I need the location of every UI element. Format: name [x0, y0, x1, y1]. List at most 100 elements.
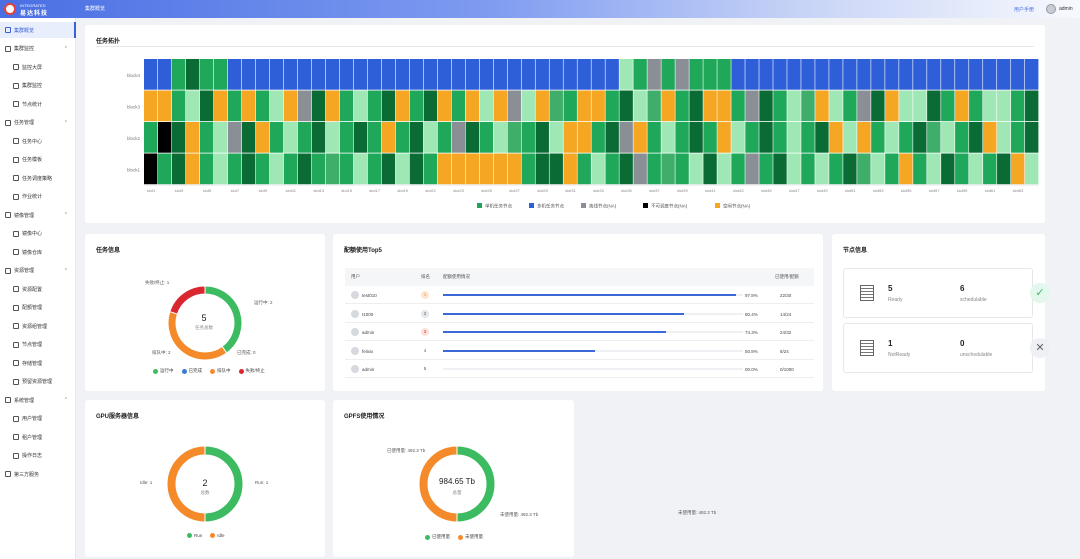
- topology-cell[interactable]: [843, 59, 857, 90]
- topology-cell[interactable]: [843, 153, 857, 185]
- topology-cell[interactable]: [661, 59, 675, 90]
- topology-cell[interactable]: [745, 59, 759, 90]
- topology-cell[interactable]: [381, 90, 396, 122]
- topology-cell[interactable]: [717, 122, 731, 153]
- topology-cell[interactable]: [941, 153, 955, 185]
- topology-cell[interactable]: [941, 90, 955, 122]
- topology-cell[interactable]: [899, 122, 913, 153]
- topology-cell[interactable]: [297, 122, 312, 153]
- topology-cell[interactable]: [899, 90, 913, 122]
- topology-cell[interactable]: [269, 90, 284, 122]
- sidebar-item-5[interactable]: 任务管理 ⌃: [0, 115, 76, 131]
- topology-cell[interactable]: [955, 59, 969, 90]
- topology-cell[interactable]: [507, 59, 521, 90]
- topology-cell[interactable]: [1011, 59, 1025, 90]
- legend-item[interactable]: 已完成: [181, 368, 202, 374]
- topology-cell[interactable]: [269, 122, 284, 153]
- topology-cell[interactable]: [857, 122, 871, 153]
- topology-cell[interactable]: [885, 59, 899, 90]
- legend-item[interactable]: 已使用量: [425, 534, 450, 540]
- topology-cell[interactable]: [255, 153, 270, 185]
- topology-cell[interactable]: [647, 59, 661, 90]
- topology-cell[interactable]: [619, 90, 633, 122]
- topology-cell[interactable]: [381, 59, 396, 90]
- topology-cell[interactable]: [731, 59, 745, 90]
- topology-cell[interactable]: [367, 59, 382, 90]
- topology-cell[interactable]: [941, 122, 955, 153]
- sidebar-item-22[interactable]: 租户管理: [0, 429, 76, 445]
- topology-cell[interactable]: [199, 122, 214, 153]
- topology-cell[interactable]: [325, 90, 340, 122]
- sidebar-item-12[interactable]: 镜像仓库: [0, 244, 76, 260]
- topology-cell[interactable]: [759, 122, 773, 153]
- topology-cell[interactable]: [185, 153, 200, 185]
- topology-cell[interactable]: [535, 153, 549, 185]
- topology-cell[interactable]: [969, 59, 983, 90]
- topology-cell[interactable]: [969, 90, 983, 122]
- topology-cell[interactable]: [339, 153, 354, 185]
- topology-cell[interactable]: [157, 153, 172, 185]
- topology-cell[interactable]: [633, 122, 647, 153]
- topology-cell[interactable]: [843, 122, 857, 153]
- topology-cell[interactable]: [829, 90, 843, 122]
- topology-cell[interactable]: [283, 59, 298, 90]
- topology-cell[interactable]: [689, 90, 703, 122]
- topology-cell[interactable]: [157, 90, 172, 122]
- topology-cell[interactable]: [577, 90, 591, 122]
- topology-cell[interactable]: [969, 153, 983, 185]
- topology-cell[interactable]: [465, 122, 480, 153]
- username[interactable]: admin: [1059, 6, 1073, 12]
- topology-cell[interactable]: [801, 59, 815, 90]
- topology-cell[interactable]: [353, 153, 368, 185]
- topology-cell[interactable]: [185, 122, 200, 153]
- topology-cell[interactable]: [493, 90, 507, 122]
- topology-cell[interactable]: [549, 59, 563, 90]
- topology-cell[interactable]: [213, 90, 228, 122]
- topology-cell[interactable]: [605, 59, 619, 90]
- topology-cell[interactable]: [661, 90, 675, 122]
- topology-cell[interactable]: [703, 122, 717, 153]
- topology-cell[interactable]: [381, 122, 396, 153]
- topology-cell[interactable]: [353, 122, 368, 153]
- topology-cell[interactable]: [703, 90, 717, 122]
- topology-cell[interactable]: [535, 90, 549, 122]
- sidebar-item-2[interactable]: 监控大屏: [0, 59, 76, 75]
- topology-cell[interactable]: [409, 90, 424, 122]
- topology-cell[interactable]: [171, 153, 186, 185]
- sidebar-item-7[interactable]: 任务模板: [0, 152, 76, 168]
- topology-cell[interactable]: [1011, 122, 1025, 153]
- topology-cell[interactable]: [521, 153, 535, 185]
- topology-cell[interactable]: [927, 122, 941, 153]
- topology-cell[interactable]: [801, 122, 815, 153]
- topology-cell[interactable]: [913, 153, 927, 185]
- topology-cell[interactable]: [171, 122, 186, 153]
- legend-item[interactable]: 失败/终止: [238, 368, 265, 374]
- topology-cell[interactable]: [409, 59, 424, 90]
- topology-cell[interactable]: [997, 122, 1011, 153]
- topology-cell[interactable]: [157, 59, 172, 90]
- topology-cell[interactable]: [423, 59, 438, 90]
- topology-cell[interactable]: [325, 153, 340, 185]
- legend-item[interactable]: 排队中: [210, 368, 231, 374]
- topology-cell[interactable]: [269, 153, 284, 185]
- table-row[interactable]: felixix 4 50.8% 8/24: [345, 342, 814, 360]
- topology-cell[interactable]: [185, 90, 200, 122]
- topology-cell[interactable]: [507, 90, 521, 122]
- topology-cell[interactable]: [731, 153, 745, 185]
- topology-cell[interactable]: [144, 59, 158, 90]
- topology-cell[interactable]: [829, 122, 843, 153]
- topology-cell[interactable]: [647, 122, 661, 153]
- topology-cell[interactable]: [283, 90, 298, 122]
- topology-cell[interactable]: [1025, 90, 1039, 122]
- topology-cell[interactable]: [647, 90, 661, 122]
- topology-cell[interactable]: [619, 122, 633, 153]
- topology-cell[interactable]: [255, 59, 270, 90]
- sidebar-item-14[interactable]: 资源配置: [0, 281, 76, 297]
- topology-cell[interactable]: [213, 59, 228, 90]
- topology-cell[interactable]: [493, 122, 507, 153]
- topology-cell[interactable]: [493, 153, 507, 185]
- topology-cell[interactable]: [577, 153, 591, 185]
- topology-cell[interactable]: [787, 90, 801, 122]
- topology-cell[interactable]: [899, 59, 913, 90]
- topology-cell[interactable]: [591, 90, 605, 122]
